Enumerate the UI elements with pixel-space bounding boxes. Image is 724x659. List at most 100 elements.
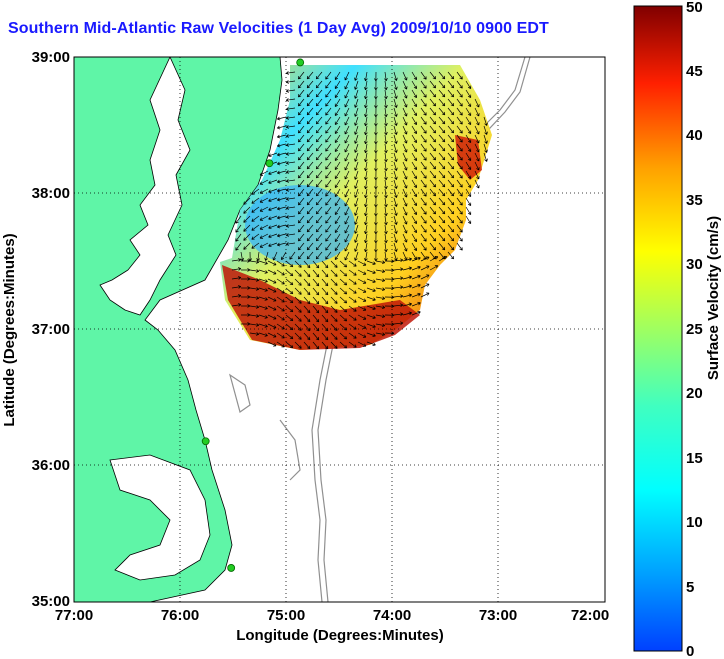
velocity-arrow: [456, 71, 463, 80]
velocity-arrow: [240, 251, 244, 262]
velocity-arrow: [251, 242, 260, 249]
velocity-arrow: [240, 268, 251, 272]
colorbar-label: Surface Velocity (cm/s): [705, 216, 722, 380]
velocity-arrow: [429, 143, 436, 152]
radar-station-marker: [201, 437, 210, 446]
velocity-arrow: [276, 314, 285, 321]
velocity-arrow: [276, 278, 285, 285]
velocity-arrow: [251, 188, 260, 195]
velocity-arrow: [303, 260, 311, 269]
velocity-arrow: [249, 323, 260, 327]
velocity-arrow: [411, 125, 417, 135]
velocity-arrow: [330, 296, 338, 304]
velocity-arrow: [315, 143, 323, 152]
velocity-arrow: [258, 287, 268, 292]
lat-tick-label: 38:00: [32, 185, 70, 202]
velocity-arrow: [429, 179, 436, 188]
velocity-arrow: [354, 251, 359, 261]
velocity-arrow: [298, 71, 305, 80]
velocity-arrow: [366, 332, 376, 337]
velocity-arrow: [474, 107, 480, 117]
velocity-arrow: [298, 107, 305, 116]
velocity-arrow: [402, 302, 412, 307]
velocity-arrow: [298, 197, 305, 206]
velocity-arrow: [277, 125, 287, 130]
velocity-arrow: [276, 260, 285, 267]
velocity-arrow: [312, 296, 320, 305]
velocity-arrow: [456, 143, 463, 152]
velocity-arrow: [315, 251, 323, 260]
velocity-arrow: [374, 107, 378, 118]
velocity-arrow: [364, 134, 368, 145]
velocity-arrow: [456, 80, 463, 89]
velocity-arrow: [306, 71, 314, 80]
velocity-arrow: [315, 170, 323, 179]
velocity-arrow: [447, 143, 455, 152]
velocity-arrow: [312, 269, 320, 278]
velocity-arrow: [267, 341, 277, 347]
velocity-arrow: [267, 269, 277, 275]
velocity-arrow: [325, 161, 332, 170]
velocity-arrow: [375, 332, 386, 337]
velocity-arrow: [321, 296, 329, 305]
lon-tick-label: 72:00: [571, 607, 609, 624]
velocity-arrow: [303, 287, 311, 296]
velocity-arrow: [402, 80, 408, 90]
velocity-arrow: [321, 260, 329, 269]
velocity-arrow: [393, 107, 398, 117]
velocity-arrow: [438, 125, 446, 134]
velocity-arrow: [259, 233, 269, 239]
colorbar-ticks: 0 5 10 15 20 25 30 35 40 45 50: [686, 0, 703, 659]
velocity-arrow: [402, 125, 408, 135]
velocity-arrow: [339, 260, 348, 268]
velocity-arrow: [393, 89, 398, 99]
velocity-arrow: [456, 170, 463, 179]
velocity-arrow: [357, 269, 367, 275]
velocity-arrow: [277, 170, 287, 175]
velocity-arrow: [268, 170, 278, 176]
velocity-arrow: [384, 152, 388, 163]
velocity-arrow: [298, 134, 305, 143]
velocity-arrow: [384, 331, 395, 336]
velocity-arrow: [285, 80, 296, 84]
velocity-arrow: [330, 305, 338, 313]
velocity-arrow: [315, 71, 323, 80]
velocity-arrow: [306, 98, 314, 107]
velocity-arrow: [294, 278, 302, 286]
velocity-arrow: [364, 71, 368, 82]
velocity-arrow: [312, 314, 320, 323]
velocity-arrow: [294, 332, 302, 340]
velocity-arrow: [306, 224, 314, 233]
velocity-arrow: [298, 188, 305, 197]
velocity-arrow: [258, 260, 268, 265]
velocity-arrow: [393, 170, 398, 180]
velocity-arrow: [420, 116, 427, 125]
velocity-arrow: [256, 251, 260, 262]
velocity-arrow: [344, 224, 350, 234]
velocity-arrow: [285, 179, 296, 183]
velocity-arrow: [357, 278, 367, 284]
velocity-arrow: [366, 287, 376, 292]
velocity-arrow: [267, 260, 277, 266]
velocity-arrow: [420, 179, 427, 188]
velocity-arrow: [258, 323, 268, 328]
velocity-arrow: [364, 233, 368, 244]
velocity-arrow: [447, 242, 455, 251]
velocity-arrow: [384, 116, 388, 127]
velocity-arrow: [447, 161, 455, 170]
velocity-arrow: [330, 323, 338, 331]
velocity-arrow: [321, 269, 329, 278]
velocity-arrow: [393, 303, 404, 308]
velocity-arrow: [285, 71, 296, 75]
velocity-arrow: [402, 284, 412, 289]
velocity-arrow: [325, 152, 332, 161]
velocity-arrow: [384, 125, 388, 136]
velocity-arrow: [344, 80, 350, 90]
velocity-arrow: [298, 125, 305, 134]
velocity-arrow: [276, 269, 285, 276]
velocity-arrow: [384, 224, 388, 235]
velocity-arrow: [411, 71, 417, 81]
velocity-arrow: [294, 260, 302, 268]
velocity-arrow: [277, 197, 287, 202]
velocity-arrow: [429, 265, 439, 271]
